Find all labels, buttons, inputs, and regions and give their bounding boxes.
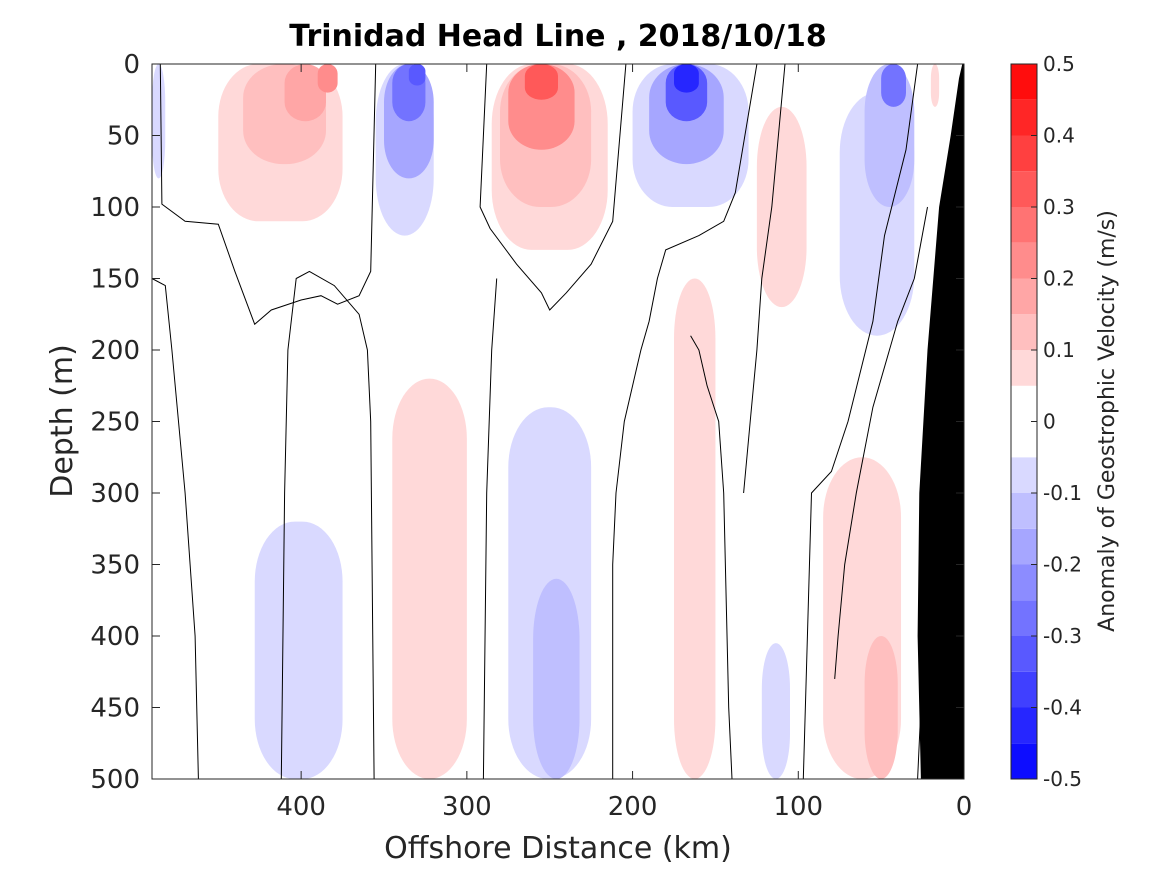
y-axis-ticks: 0 50 100 150 200 250 300 350 400 450 500	[90, 50, 964, 795]
zero-contour-9	[834, 206, 928, 679]
colorbar-bands	[1011, 64, 1037, 779]
y-tick-label: 250	[90, 408, 140, 438]
zero-contour-0	[159, 64, 377, 326]
x-tick-label: 300	[442, 792, 492, 822]
zero-contour-2	[280, 270, 375, 779]
anomaly-patch-22	[254, 521, 343, 779]
y-tick-label: 200	[90, 336, 140, 366]
zero-contour-4	[482, 278, 498, 779]
x-tick-label: 400	[276, 792, 326, 822]
zero-contour-8	[743, 64, 786, 494]
zero-contour-7	[802, 64, 919, 779]
anomaly-patch-26	[674, 278, 716, 779]
seafloor-shape	[917, 64, 964, 779]
anomaly-fills	[152, 64, 940, 779]
anomaly-patch-17	[756, 106, 807, 308]
anomaly-patch-21	[930, 64, 940, 107]
y-tick-label: 400	[90, 622, 140, 652]
y-tick-label: 500	[90, 765, 140, 795]
y-tick-label: 350	[90, 551, 140, 581]
y-tick-label: 50	[107, 122, 140, 152]
colorbar-band	[1011, 350, 1037, 386]
colorbar-label: Anomaly of Geostrophic Velocity (m/s)	[1095, 210, 1120, 632]
colorbar-band	[1011, 171, 1037, 207]
colorbar-band	[1011, 278, 1037, 315]
colorbar-tick-label: -0.2	[1043, 553, 1082, 577]
anomaly-patch-8	[408, 64, 426, 86]
x-axis-label: Offshore Distance (km)	[384, 831, 732, 866]
anomaly-patch-23	[392, 378, 467, 779]
y-tick-label: 300	[90, 479, 140, 509]
colorbar-tick-label: -0.5	[1043, 767, 1082, 791]
colorbar-tick-label: 0.5	[1043, 52, 1075, 76]
zero-contours	[152, 64, 932, 779]
colorbar-band	[1011, 493, 1037, 529]
plot-area	[151, 63, 965, 780]
x-axis-ticks: 400 300 200 100 0	[276, 64, 972, 822]
y-tick-label: 0	[123, 50, 140, 80]
colorbar-band	[1011, 207, 1037, 243]
colorbar-ticks: 0.5 0.4 0.3 0.2 0.1 0 -0.1 -0.2 -0.3 -0.4 -0.5	[1031, 52, 1082, 791]
colorbar-band	[1011, 636, 1037, 672]
zero-contour-3	[479, 64, 627, 311]
colorbar-band	[1011, 564, 1037, 601]
colorbar-tick-label: -0.3	[1043, 624, 1082, 648]
y-tick-label: 150	[90, 265, 140, 295]
colorbar-band	[1011, 671, 1037, 708]
x-tick-label: 200	[608, 792, 658, 822]
colorbar-tick-label: -0.1	[1043, 481, 1082, 505]
colorbar-tick-label: 0	[1043, 410, 1056, 434]
colorbar-band	[1011, 99, 1037, 136]
y-tick-label: 450	[90, 694, 140, 724]
seafloor	[917, 64, 964, 779]
anomaly-patch-20	[881, 64, 906, 107]
anomaly-patch-16	[674, 64, 699, 93]
colorbar: 0.5 0.4 0.3 0.2 0.1 0 -0.1 -0.2 -0.3 -0.4 -0.5 Ano…	[1010, 52, 1120, 791]
colorbar-band	[1011, 743, 1037, 779]
anomaly-patch-29	[864, 636, 898, 779]
y-tick-label: 100	[90, 193, 140, 223]
colorbar-band	[1011, 242, 1037, 279]
zero-contour-5	[612, 64, 758, 779]
colorbar-tick-label: 0.4	[1043, 124, 1075, 148]
chart-title: Trinidad Head Line , 2018/10/18	[289, 19, 826, 54]
anomaly-patch-12	[524, 64, 558, 100]
anomaly-patch-27	[761, 643, 790, 779]
anomaly-patch-25	[533, 578, 580, 779]
colorbar-band	[1011, 314, 1037, 350]
anomaly-patch-4	[317, 64, 338, 93]
colorbar-band	[1011, 707, 1037, 744]
colorbar-band	[1011, 457, 1037, 493]
zero-contour-1	[152, 278, 199, 779]
x-tick-label: 0	[956, 792, 973, 822]
y-axis-label: Depth (m)	[45, 344, 80, 498]
x-tick-label: 100	[773, 792, 823, 822]
colorbar-tick-label: -0.4	[1043, 696, 1082, 720]
zero-contour-6	[690, 335, 733, 779]
colorbar-tick-label: 0.3	[1043, 195, 1075, 219]
anomaly-patch-3	[284, 64, 326, 122]
colorbar-band	[1011, 528, 1037, 565]
colorbar-band	[1011, 135, 1037, 172]
colorbar-band	[1011, 64, 1037, 100]
anomaly-patch-0	[152, 64, 166, 179]
colorbar-tick-label: 0.1	[1043, 338, 1075, 362]
colorbar-band	[1011, 600, 1037, 636]
colorbar-tick-label: 0.2	[1043, 267, 1075, 291]
